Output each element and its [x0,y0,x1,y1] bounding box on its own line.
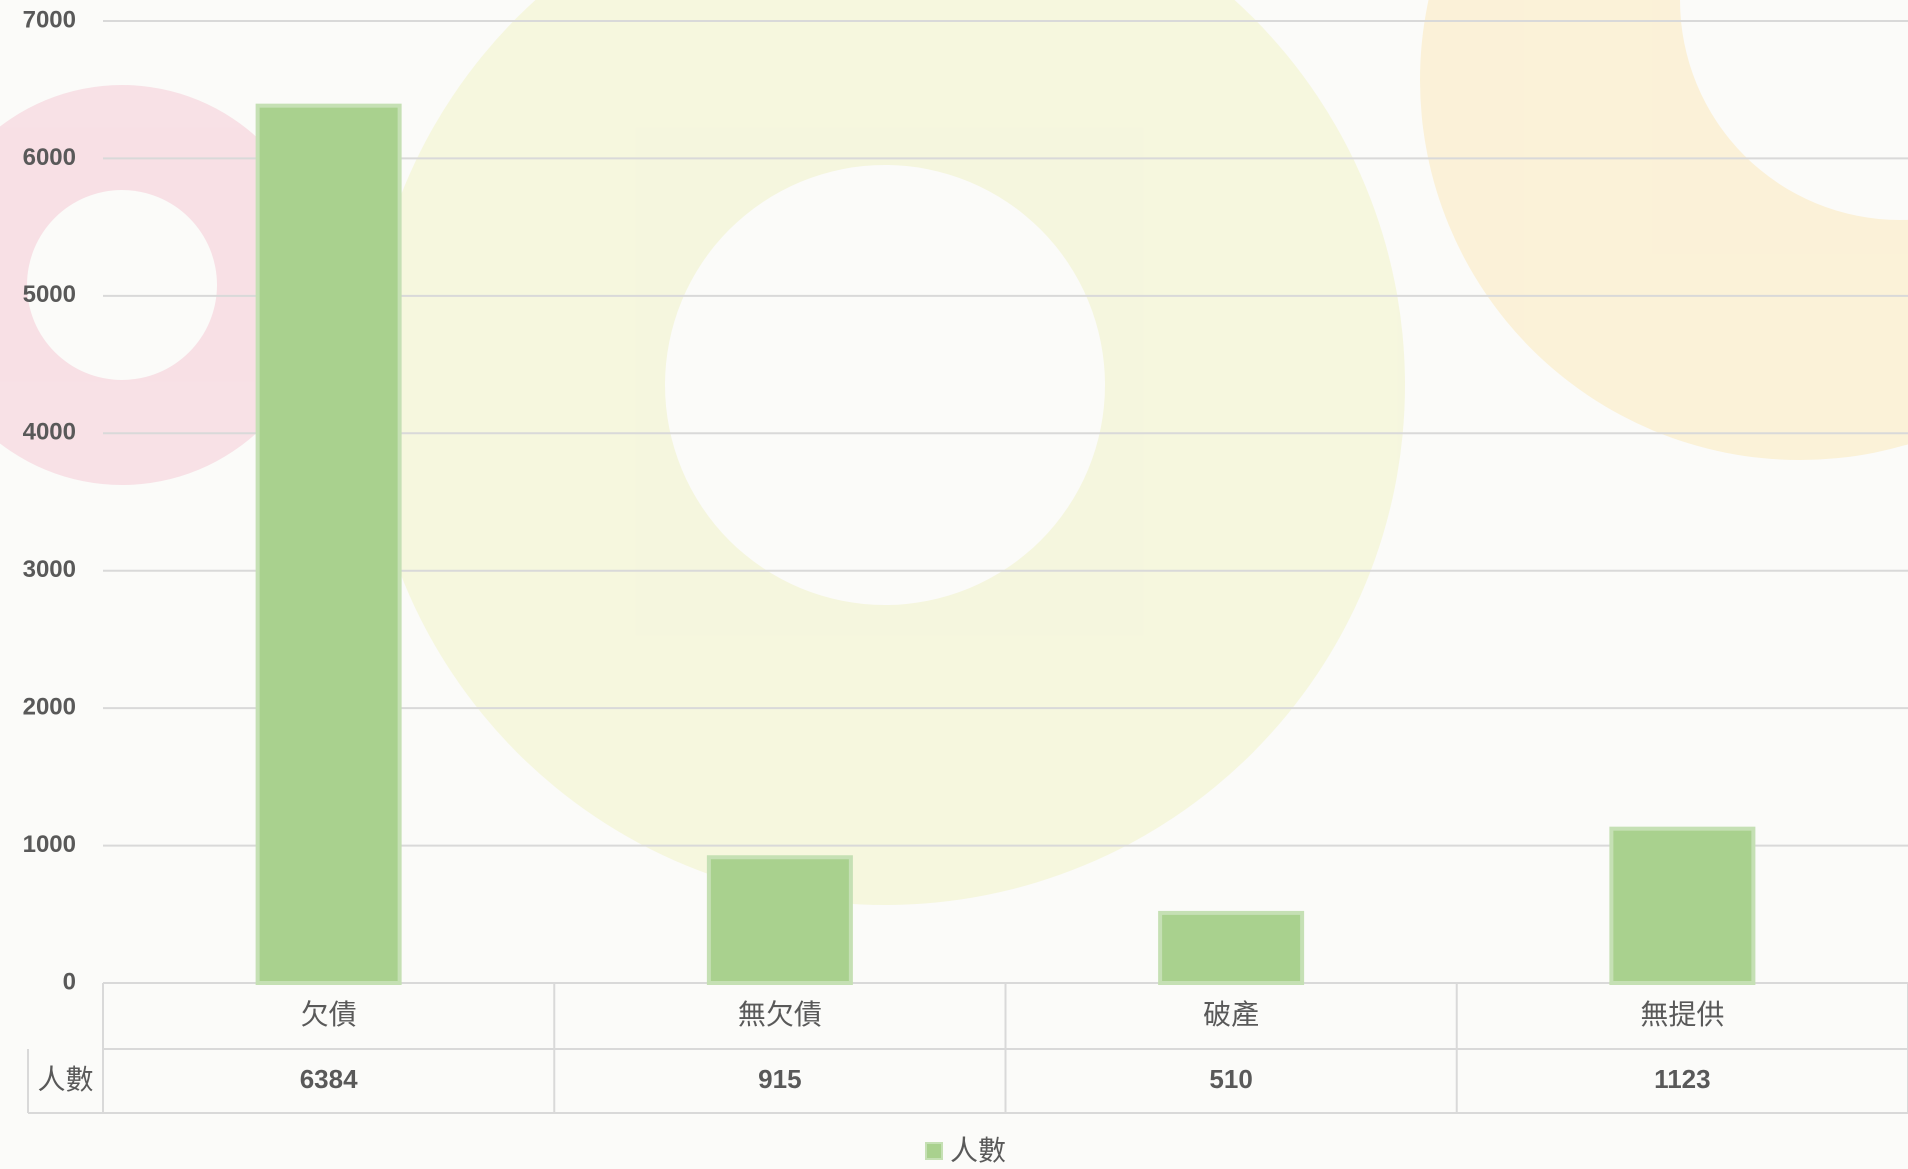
x-tick-label: 破產 [1203,998,1259,1031]
y-tick-label: 2000 [23,693,76,720]
y-tick-label: 1000 [23,831,76,858]
table-value: 510 [1209,1064,1252,1094]
bar [1158,910,1305,986]
bar [255,103,402,985]
gear-hole [665,165,1105,605]
y-tick-label: 6000 [23,144,76,171]
x-tick-label: 無提供 [1640,998,1724,1031]
plot: 0 1000 2000 3000 4000 5000 6000 7000 人數 6384 915 51… [23,6,1908,1167]
y-tick-label: 5000 [23,281,76,308]
legend-swatch [925,1142,943,1160]
y-tick-label: 0 [63,968,76,995]
background-gears [0,0,1908,905]
table-value: 6384 [300,1064,358,1094]
gear-hole [1680,0,1908,220]
table-value: 915 [758,1064,801,1094]
bar [1609,826,1756,986]
y-tick-label: 7000 [23,6,76,33]
x-tick-label: 無欠債 [738,998,822,1031]
table-row-header: 人數 [37,1063,93,1096]
table-value: 1123 [1654,1064,1710,1094]
bar [706,855,853,986]
legend-label: 人數 [950,1134,1006,1167]
gear-hole [27,190,217,380]
y-tick-label: 3000 [23,556,76,583]
y-tick-label: 4000 [23,419,76,446]
x-tick-label: 欠債 [301,998,357,1031]
